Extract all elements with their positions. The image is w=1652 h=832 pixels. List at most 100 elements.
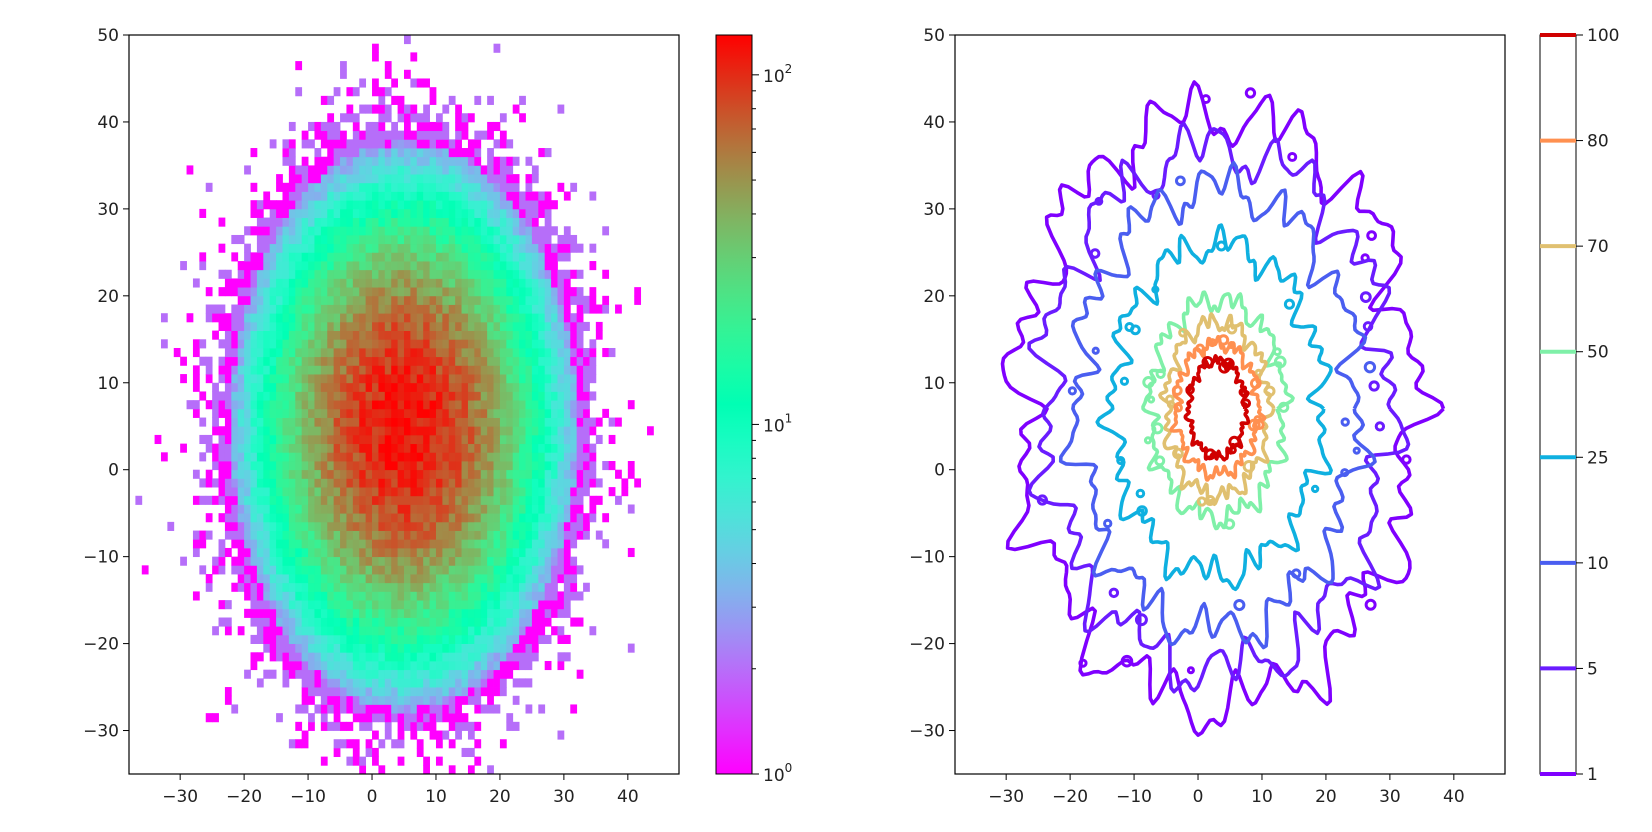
histogram-bin [295,461,303,471]
histogram-bin [320,313,328,323]
histogram-bin [499,443,507,453]
histogram-bin [461,339,469,349]
histogram-bin [365,565,373,575]
histogram-bin [602,347,610,358]
histogram-bin [397,165,405,175]
histogram-bin [487,217,494,227]
histogram-bin [448,287,456,297]
histogram-bin [205,365,213,375]
histogram-bin [410,634,418,644]
histogram-bin [416,626,424,636]
histogram-bin [429,600,437,610]
histogram-bin [340,165,347,175]
histogram-bin [519,617,526,627]
histogram-bin [365,574,373,584]
histogram-bin [404,434,411,445]
histogram-bin [340,182,347,192]
histogram-bin [499,287,507,297]
histogram-bin [250,304,258,314]
histogram-bin [346,452,354,462]
histogram-bin [384,591,392,601]
histogram-bin [563,391,571,401]
histogram-bin [474,243,482,253]
histogram-bin [327,678,335,688]
histogram-bin [391,434,399,445]
histogram-bin [314,461,322,471]
histogram-bin [435,156,443,166]
histogram-bin [340,208,347,218]
histogram-bin [576,530,584,540]
histogram-bin [448,191,456,201]
histogram-bin [404,278,411,288]
histogram-bin [295,574,303,584]
histogram-bin [429,148,437,158]
histogram-bin [205,304,213,314]
histogram-bin [467,452,475,462]
histogram-bin [627,547,635,558]
histogram-bin [423,313,430,323]
histogram-bin [231,356,239,366]
histogram-bin [288,582,296,592]
histogram-bin [570,356,578,366]
histogram-bin [474,469,482,479]
histogram-bin [480,434,488,445]
histogram-bin [499,321,507,331]
histogram-bin [269,530,277,540]
histogram-bin [499,356,507,366]
histogram-bin [372,591,379,601]
histogram-bin [378,530,386,540]
histogram-bin [340,652,347,662]
histogram-bin [499,330,507,340]
histogram-bin [276,574,283,584]
histogram-bin [404,417,411,427]
histogram-bin [365,443,373,453]
histogram-bin [474,304,482,314]
histogram-bin [218,339,226,349]
histogram-bin [525,556,533,566]
histogram-bin [372,539,379,549]
histogram-bin [531,313,539,323]
histogram-bin [224,504,232,514]
histogram-bin [256,356,264,366]
histogram-bin [455,730,462,740]
histogram-bin [346,408,354,418]
histogram-bin [320,608,328,618]
histogram-bin [647,426,654,436]
histogram-bin [499,600,507,610]
histogram-bin [320,121,328,132]
histogram-bin [282,582,290,592]
histogram-bin [493,634,501,644]
histogram-bin [231,382,239,392]
histogram-bin [455,626,462,636]
histogram-bin [410,217,418,227]
histogram-bin [224,330,232,340]
histogram-bin [346,443,354,453]
histogram-bin [423,121,430,132]
histogram-bin [404,191,411,201]
histogram-bin [365,400,373,410]
histogram-bin [224,478,232,488]
histogram-bin [583,400,590,410]
histogram-bin [538,443,546,453]
histogram-bin [372,747,379,758]
histogram-bin [404,321,411,331]
histogram-bin [282,461,290,471]
histogram-bin [589,495,597,505]
histogram-bin [595,434,603,445]
histogram-bin [461,591,469,601]
histogram-bin [551,530,558,540]
histogram-bin [365,721,373,731]
histogram-bin [333,200,341,210]
histogram-bin [365,130,373,140]
histogram-bin [308,382,315,392]
histogram-bin [269,321,277,331]
histogram-bin [372,461,379,471]
histogram-bin [493,156,501,166]
histogram-bin [602,513,610,523]
histogram-bin [499,660,507,671]
histogram-bin [340,452,347,462]
histogram-bin [538,556,546,566]
histogram-bin [346,156,354,166]
histogram-bin [352,339,360,349]
histogram-bin [404,487,411,497]
